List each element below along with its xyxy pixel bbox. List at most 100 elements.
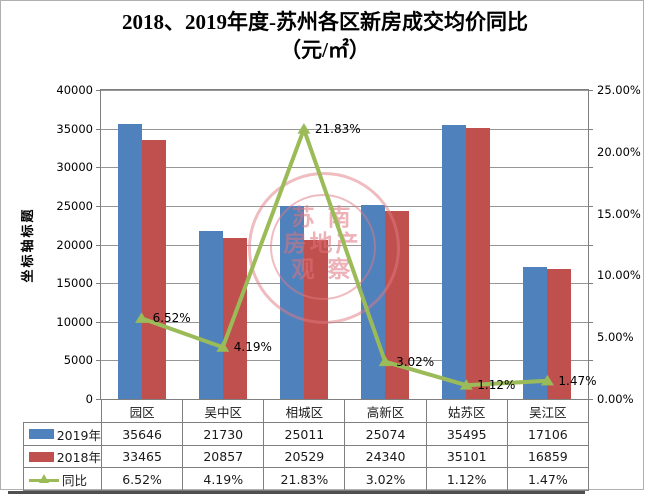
table-value-cell: 6.52% (100, 467, 184, 491)
category-label: 姑苏区 (425, 399, 508, 423)
legend-swatch-icon (29, 429, 54, 439)
gridline (101, 90, 588, 91)
category-label: 吴江区 (506, 399, 589, 423)
trend-point-label: 3.02% (396, 354, 435, 369)
left-axis-tick-label: 20000 (56, 238, 93, 252)
right-axis-tick (588, 283, 593, 284)
left-axis-tick-label: 40000 (56, 83, 93, 97)
bar-2019年 (523, 266, 548, 399)
bar-2019年 (442, 124, 467, 399)
table-value-cell: 21.83% (263, 467, 346, 491)
chart-title-line1: 2018、2019年度-苏州各区新房成交均价同比 (122, 10, 528, 34)
left-axis-tick (96, 129, 101, 130)
trend-marker (297, 123, 311, 134)
table-value-cell: 20857 (182, 445, 265, 468)
left-axis-tick (96, 90, 101, 91)
left-axis-tick-label: 35000 (56, 122, 93, 136)
left-axis-tick-label: 0 (85, 392, 93, 406)
right-axis-tick-label: 10.00% (597, 268, 641, 282)
right-axis-tick (588, 206, 593, 207)
right-axis-tick (588, 360, 593, 361)
trend-point-label: 1.47% (558, 373, 597, 388)
trend-point-label: 21.83% (314, 122, 361, 137)
left-axis-tick (96, 322, 101, 323)
trend-marker (216, 341, 230, 352)
legend-item-同比: 同比 (23, 467, 102, 491)
gridline (101, 167, 588, 168)
table-value-cell: 24340 (344, 445, 427, 468)
left-axis-tick (96, 167, 101, 168)
left-axis-tick (96, 360, 101, 361)
right-axis-tick (588, 90, 593, 91)
bar-2018年 (547, 268, 572, 399)
left-axis-tick (96, 399, 101, 400)
trend-line-layer (135, 123, 554, 390)
right-axis-tick-label: 20.00% (597, 145, 641, 159)
bar-2018年 (141, 140, 166, 399)
right-axis-tick-label: 15.00% (597, 207, 641, 221)
gridline (101, 283, 588, 284)
left-axis-tick-label: 10000 (56, 315, 93, 329)
gridline (101, 206, 588, 207)
left-axis-tick-label: 25000 (56, 199, 93, 213)
right-axis-tick (588, 322, 593, 323)
left-axis-tick-label: 15000 (56, 276, 93, 290)
left-axis-tick (96, 206, 101, 207)
left-axis-title: 坐标轴标题 (21, 207, 36, 283)
table-bottom-shadow (8, 491, 585, 494)
table-value-cell: 20529 (263, 445, 346, 468)
table-value-cell: 25011 (263, 422, 346, 446)
category-label: 相城区 (263, 399, 346, 423)
trend-point-label: 6.52% (152, 311, 191, 326)
bar-2019年 (279, 205, 304, 399)
table-value-cell: 1.12% (425, 467, 508, 491)
table-corner-cell (24, 400, 102, 423)
left-axis-tick-label: 30000 (56, 160, 93, 174)
trend-marker (459, 379, 473, 390)
table-value-cell: 35495 (425, 422, 508, 446)
bar-2019年 (117, 123, 142, 399)
bar-2018年 (466, 127, 491, 399)
legend-item-2018年: 2018年 (23, 445, 102, 468)
trend-line (140, 123, 548, 388)
table-value-cell: 16859 (506, 445, 589, 468)
left-axis-tick (96, 283, 101, 284)
legend-item-2019年: 2019年 (23, 422, 102, 446)
data-table: 园区 吴中区 相城区 高新区 姑苏区 吴江区 2019年 35646 21730 25011 250… (23, 399, 589, 491)
chart-title: 2018、2019年度-苏州各区新房成交均价同比 （元/㎡） (0, 8, 650, 64)
category-label: 吴中区 (182, 399, 265, 423)
table-value-cell: 1.47% (506, 467, 589, 491)
right-axis-tick (588, 399, 593, 400)
left-axis-tick (96, 245, 101, 246)
legend-line-marker-icon (29, 473, 59, 486)
right-axis-tick-label: 25.00% (597, 83, 641, 97)
bar-2019年 (198, 231, 223, 399)
table-value-cell: 17106 (506, 422, 589, 446)
trend-marker (135, 312, 149, 323)
trend-point-label: 4.19% (233, 340, 272, 355)
category-label: 园区 (100, 399, 184, 423)
table-value-cell: 25074 (344, 422, 427, 446)
table-value-cell: 4.19% (182, 467, 265, 491)
chart-title-line2: （元/㎡） (280, 38, 370, 62)
legend-label: 2018年 (56, 450, 101, 465)
category-label: 高新区 (344, 399, 427, 423)
trend-marker (378, 355, 392, 367)
gridline (101, 360, 588, 361)
right-axis-tick (588, 129, 593, 130)
right-axis-tick-label: 5.00% (597, 330, 634, 344)
right-axis-tick (588, 245, 593, 246)
legend-label: 同比 (62, 472, 88, 488)
table-value-cell: 35101 (425, 445, 508, 468)
trend-point-label: 1.12% (477, 378, 516, 393)
left-axis-tick-label: 5000 (63, 353, 93, 367)
gridline (101, 129, 588, 130)
right-axis-tick-label: 0.00% (597, 392, 634, 406)
table-value-cell: 35646 (100, 422, 184, 446)
trend-marker (540, 374, 554, 386)
legend-swatch-icon (29, 451, 54, 462)
table-value-cell: 3.02% (344, 467, 427, 491)
bar-2018年 (303, 240, 328, 399)
table-value-cell: 21730 (182, 422, 265, 446)
